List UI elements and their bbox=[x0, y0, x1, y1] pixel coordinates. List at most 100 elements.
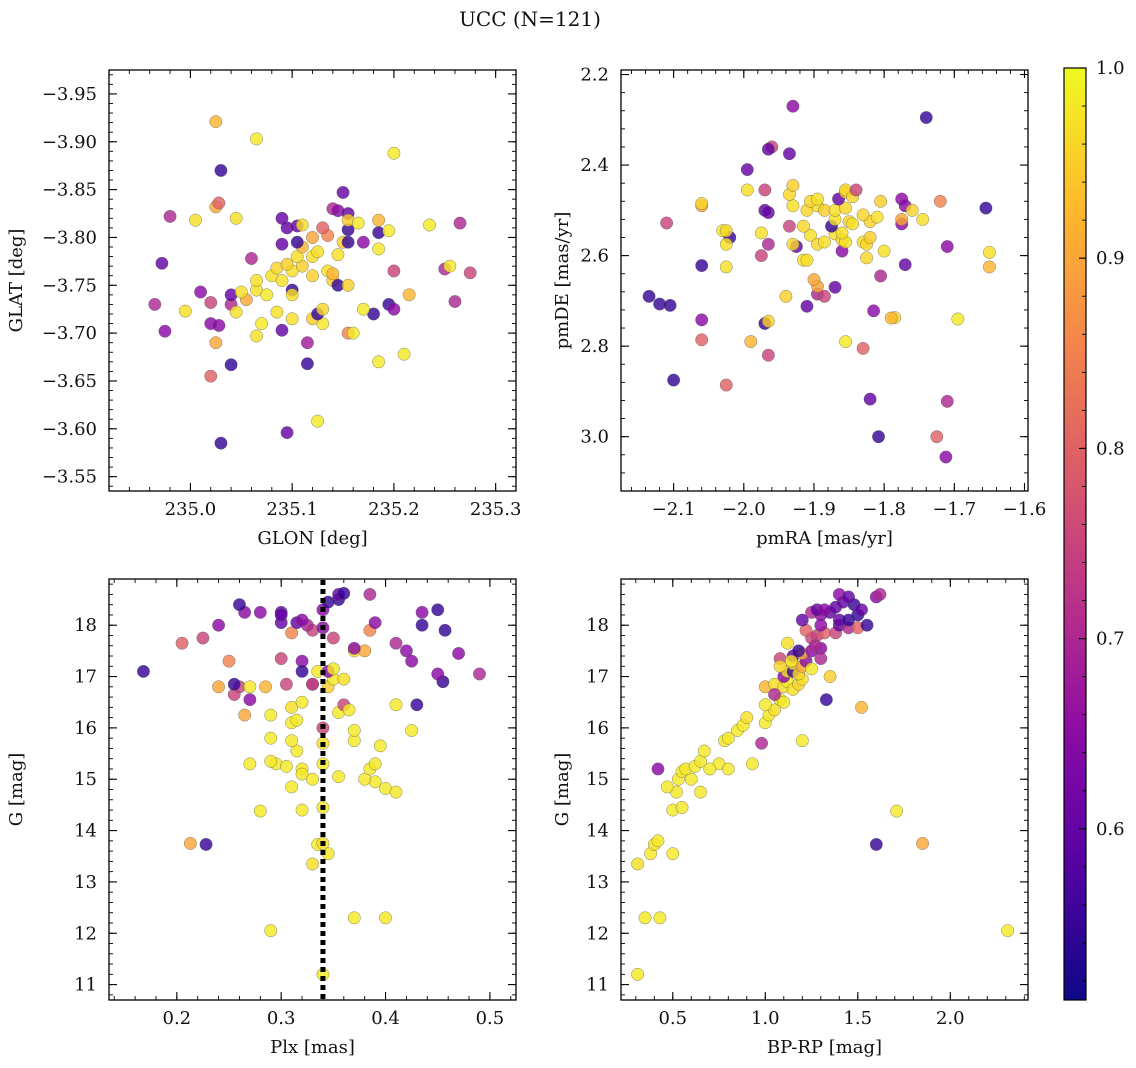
data-point bbox=[137, 665, 150, 678]
data-point bbox=[740, 711, 754, 724]
data-point bbox=[405, 724, 419, 737]
data-point bbox=[346, 326, 360, 340]
data-point bbox=[951, 312, 965, 326]
x-tick-label: −1.7 bbox=[932, 499, 976, 520]
data-point bbox=[227, 677, 241, 691]
data-point bbox=[916, 837, 929, 850]
data-point bbox=[285, 780, 299, 794]
data-point bbox=[214, 436, 228, 450]
y-tick-label: 18 bbox=[74, 615, 97, 636]
panel-glon-glat: 235.0 235.1 235.2 235.3 −3.55 −3.60 −3.65 −3.70… bbox=[6, 69, 521, 549]
data-point bbox=[347, 911, 361, 925]
data-point bbox=[264, 708, 278, 722]
data-point bbox=[869, 838, 883, 851]
data-point bbox=[811, 192, 824, 206]
data-point bbox=[341, 278, 355, 292]
colorbar-gradient bbox=[1063, 67, 1087, 1001]
data-point bbox=[189, 213, 202, 227]
data-point bbox=[695, 313, 709, 327]
y-tick-label: 12 bbox=[586, 923, 609, 944]
y-tick-label: 14 bbox=[74, 821, 97, 842]
data-point bbox=[800, 299, 814, 313]
data-point bbox=[209, 336, 223, 350]
data-point bbox=[786, 179, 800, 192]
data-point bbox=[807, 273, 821, 286]
x-axis-label: GLON [deg] bbox=[257, 528, 367, 549]
data-point bbox=[175, 636, 189, 650]
data-point bbox=[642, 289, 656, 303]
data-point bbox=[786, 99, 800, 113]
data-point bbox=[311, 245, 324, 259]
data-point bbox=[863, 392, 877, 406]
data-point bbox=[638, 911, 652, 925]
data-point bbox=[898, 258, 912, 272]
data-point bbox=[184, 837, 197, 850]
data-point bbox=[761, 237, 775, 251]
data-point bbox=[448, 295, 462, 308]
data-point bbox=[792, 644, 805, 658]
data-point bbox=[356, 235, 370, 249]
data-point bbox=[895, 192, 909, 206]
data-point bbox=[234, 285, 248, 299]
data-point bbox=[940, 394, 954, 408]
data-point bbox=[874, 269, 888, 283]
data-point bbox=[212, 618, 225, 632]
data-point bbox=[212, 196, 226, 210]
data-point bbox=[660, 216, 673, 230]
data-point bbox=[351, 216, 365, 230]
data-point bbox=[784, 654, 798, 668]
data-point bbox=[372, 355, 386, 369]
data-point bbox=[285, 288, 299, 302]
data-point bbox=[819, 693, 833, 707]
data-point bbox=[745, 757, 759, 771]
y-axis-label: pmDE [mas/yr] bbox=[552, 212, 573, 350]
data-point bbox=[684, 772, 698, 786]
data-point bbox=[856, 342, 870, 355]
data-point bbox=[631, 967, 645, 981]
data-point bbox=[397, 347, 411, 361]
data-point bbox=[295, 665, 309, 678]
y-axis-label: G [mag] bbox=[552, 753, 573, 826]
data-point bbox=[721, 762, 735, 776]
data-point bbox=[148, 298, 162, 311]
data-point bbox=[438, 623, 452, 637]
y-tick-label: −3.75 bbox=[42, 275, 97, 296]
data-point bbox=[415, 618, 429, 632]
y-tick-label: 13 bbox=[586, 872, 609, 893]
data-point bbox=[290, 744, 304, 758]
data-point bbox=[372, 213, 386, 227]
colorbar-tick-label: 0.6 bbox=[1096, 819, 1125, 840]
data-point bbox=[916, 213, 930, 226]
data-point bbox=[387, 146, 401, 160]
data-point bbox=[243, 693, 257, 707]
data-point bbox=[243, 680, 257, 694]
panel-plx-g: 0.2 0.3 0.4 0.5 11 12 13 14 15 16 17 18 Plx [mas] G [… bbox=[6, 578, 517, 1058]
data-point bbox=[285, 734, 299, 748]
data-point bbox=[473, 667, 486, 681]
data-point bbox=[463, 266, 477, 280]
data-point bbox=[719, 237, 733, 251]
data-point bbox=[666, 847, 680, 861]
data-point bbox=[983, 246, 996, 259]
data-point bbox=[431, 667, 445, 681]
data-point bbox=[667, 373, 681, 387]
data-point bbox=[783, 219, 796, 233]
data-point bbox=[222, 654, 236, 668]
data-point bbox=[238, 708, 252, 722]
data-point bbox=[849, 183, 863, 197]
x-tick-label: 1.5 bbox=[843, 1008, 872, 1029]
data-point bbox=[740, 183, 754, 197]
data-point bbox=[814, 652, 828, 665]
y-tick-label: 17 bbox=[586, 667, 609, 688]
x-tick-label: −2.0 bbox=[722, 499, 766, 520]
data-point bbox=[389, 785, 403, 799]
data-point bbox=[781, 636, 794, 650]
x-tick-label: −2.1 bbox=[652, 499, 696, 520]
data-point bbox=[275, 274, 289, 287]
data-point bbox=[255, 317, 269, 330]
data-point bbox=[855, 700, 868, 714]
data-point bbox=[744, 335, 758, 348]
data-point bbox=[306, 772, 319, 786]
colorbar-tick-label: 0.7 bbox=[1096, 629, 1125, 650]
